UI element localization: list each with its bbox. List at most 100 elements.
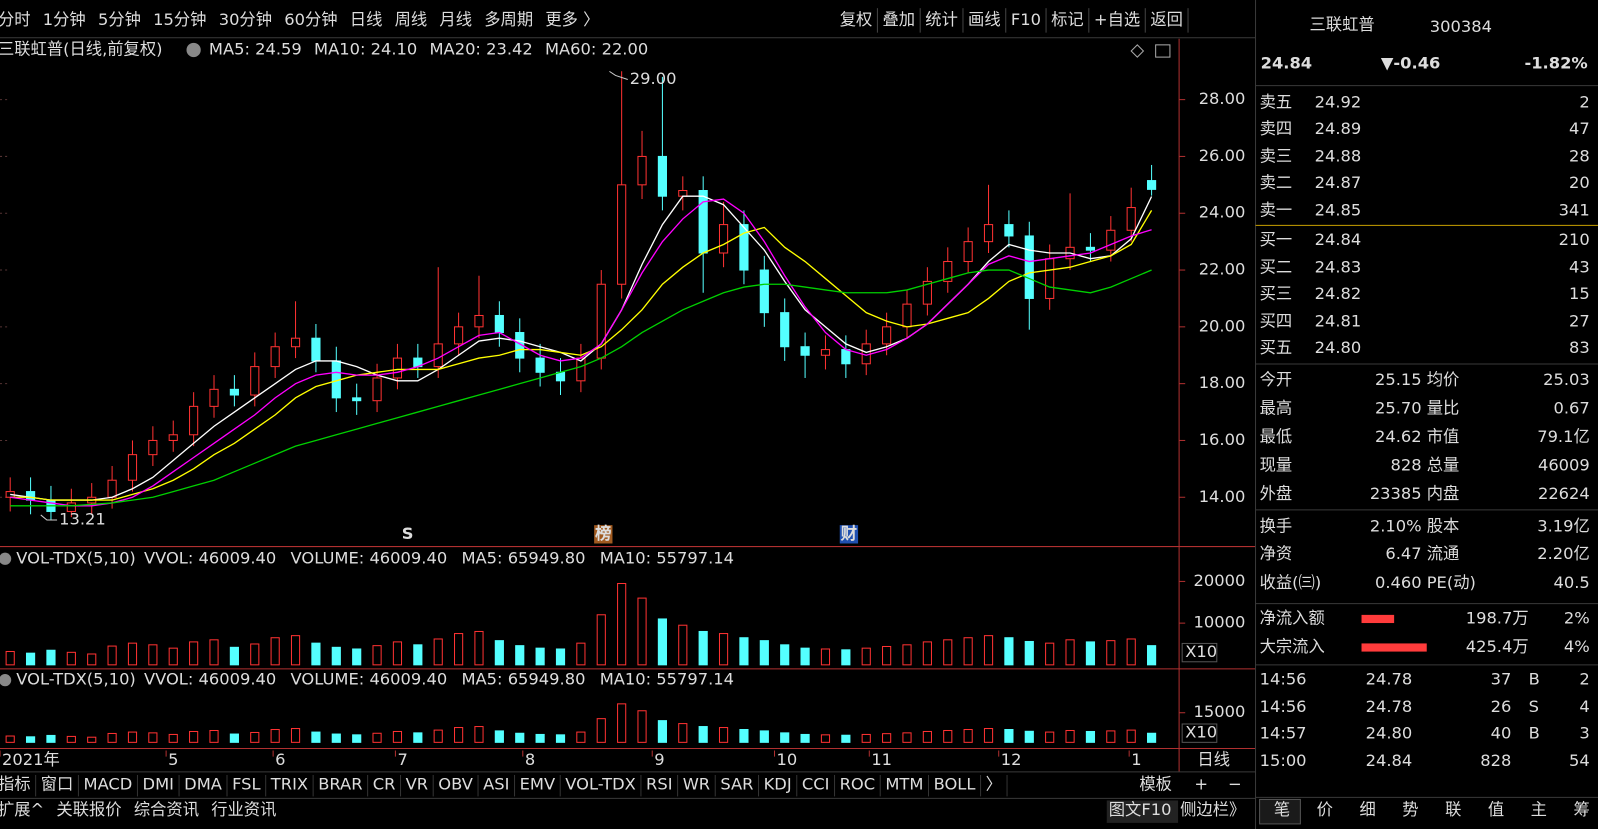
side-tab[interactable]: 细 [1359, 800, 1375, 819]
trade-side: S [1529, 697, 1539, 716]
footer-tab[interactable]: 扩展^ [0, 800, 44, 819]
volume-bar [657, 720, 668, 743]
side-tab[interactable]: 主 [1531, 800, 1547, 819]
candle-body [1085, 246, 1096, 251]
indicator-extra[interactable]: 模板 [1139, 775, 1172, 794]
side-tab[interactable]: 笔 [1274, 800, 1290, 819]
candle-body [494, 314, 504, 334]
indicator-tab[interactable]: ROC [840, 775, 876, 794]
indicator-tab[interactable]: DMA [184, 775, 223, 794]
stock-name: 三联虹普 [1310, 15, 1375, 34]
volume-tick-label: 15000 [1194, 702, 1246, 721]
diamond-icon[interactable] [1130, 44, 1145, 58]
footer-tab[interactable]: 关联报价 [56, 800, 121, 819]
volume-bar [1004, 637, 1014, 666]
side-tab[interactable]: 值 [1488, 800, 1504, 819]
event-marker[interactable]: 榜 [595, 524, 611, 543]
period-tab[interactable]: 60分钟 [284, 10, 337, 29]
ma-legend: MA60: 22.00 [545, 39, 648, 58]
event-marker[interactable]: S [402, 524, 414, 543]
indicator-tab[interactable]: ASI [483, 775, 509, 794]
toolbar-action[interactable]: 统计 [925, 10, 958, 29]
volume-tick-label: 10000 [1194, 613, 1246, 632]
indicator-tab[interactable]: TRIX [270, 775, 308, 794]
toolbar-action[interactable]: F10 [1011, 10, 1041, 29]
volume-bar [25, 652, 36, 666]
toolbar-action[interactable]: 标记 [1051, 10, 1084, 29]
footer-tab[interactable]: 综合资讯 [134, 800, 199, 819]
indicator-tab[interactable]: 窗口 [41, 775, 74, 794]
period-tab[interactable]: 日线 [350, 10, 383, 29]
volume-bar [800, 733, 810, 743]
volume-bar [535, 733, 545, 743]
volume-bar [820, 734, 831, 743]
toolbar-action[interactable]: 复权 [840, 10, 873, 29]
period-tab[interactable]: 15分钟 [153, 10, 206, 29]
volume-bar [963, 637, 973, 666]
indicator-tab[interactable]: CCI [802, 775, 830, 794]
indicator-tab[interactable]: WR [683, 775, 710, 794]
event-marker[interactable]: 财 [841, 524, 857, 543]
indicator-tab[interactable]: SAR [720, 775, 753, 794]
candle-body [392, 357, 403, 379]
volume-legend: VVOL: 46009.40 [144, 670, 276, 689]
side-tab[interactable]: 筹 [1573, 800, 1589, 819]
side-tab[interactable]: 势 [1402, 800, 1418, 819]
period-tab[interactable]: 30分钟 [219, 10, 272, 29]
indicator-tab[interactable]: CR [373, 775, 396, 794]
indicator-tab[interactable]: BRAR [318, 775, 362, 794]
indicator-tab[interactable]: DMI [143, 775, 174, 794]
footer-tab[interactable]: 侧边栏》 [1180, 800, 1245, 819]
toolbar-action[interactable]: +自选 [1094, 10, 1140, 29]
toolbar-action[interactable]: 画线 [968, 10, 1001, 29]
side-tab[interactable]: 价 [1317, 800, 1333, 819]
indicator-tab[interactable]: MACD [84, 775, 133, 794]
volume-bar [555, 734, 566, 743]
indicator-extra[interactable]: + [1194, 775, 1208, 794]
stat-value: 23385 [1370, 484, 1422, 503]
indicator-tab[interactable]: RSI [646, 775, 672, 794]
order-label: 卖二 [1260, 173, 1293, 192]
indicator-extra[interactable]: − [1228, 775, 1242, 794]
volume-bar [820, 648, 831, 666]
volume-bar [617, 582, 627, 666]
ma-line [10, 269, 1152, 507]
indicator-tab[interactable]: EMV [520, 775, 556, 794]
volume-bar [189, 730, 199, 743]
footer-tab[interactable]: 图文F10 [1109, 800, 1172, 819]
scale-box [1181, 723, 1218, 743]
indicator-tab[interactable]: 指标 [0, 775, 31, 794]
panel-icon[interactable] [1155, 44, 1171, 58]
indicator-tab[interactable]: BOLL [934, 775, 976, 794]
indicator-tab[interactable]: 〉 [986, 775, 1002, 794]
indicator-tab[interactable]: VR [406, 775, 428, 794]
order-label: 买五 [1260, 338, 1293, 357]
volume-bar [290, 728, 301, 743]
footer-tab[interactable]: 行业资讯 [211, 800, 276, 819]
period-tab[interactable]: 更多 〉 [545, 10, 599, 29]
volume-bar [983, 635, 994, 666]
toolbar-action[interactable]: 叠加 [883, 10, 916, 29]
indicator-tab[interactable]: VOL-TDX [565, 775, 636, 794]
candle-body [1004, 224, 1014, 237]
volume-bar [1024, 640, 1034, 666]
period-tab[interactable]: 多周期 [484, 10, 533, 29]
order-price: 24.88 [1315, 147, 1362, 166]
indicator-tab[interactable]: FSL [232, 775, 261, 794]
volume-bar [637, 597, 647, 666]
toolbar-action[interactable]: 返回 [1150, 10, 1183, 29]
side-tab[interactable]: 联 [1445, 800, 1461, 819]
stat-value: 828 [1391, 455, 1422, 474]
candle-body [148, 439, 158, 456]
period-tab[interactable]: 分时 [0, 10, 31, 29]
volume-bar [250, 731, 260, 743]
indicator-tab[interactable]: OBV [438, 775, 473, 794]
period-tab[interactable]: 周线 [395, 10, 428, 29]
period-tab[interactable]: 月线 [439, 10, 472, 29]
indicator-tab[interactable]: KDJ [764, 775, 792, 794]
settings-icon[interactable] [186, 42, 201, 58]
period-tab[interactable]: 5分钟 [98, 10, 141, 29]
stat-label: 内盘 [1427, 484, 1460, 503]
indicator-tab[interactable]: MTM [885, 775, 923, 794]
period-tab[interactable]: 1分钟 [43, 10, 86, 29]
